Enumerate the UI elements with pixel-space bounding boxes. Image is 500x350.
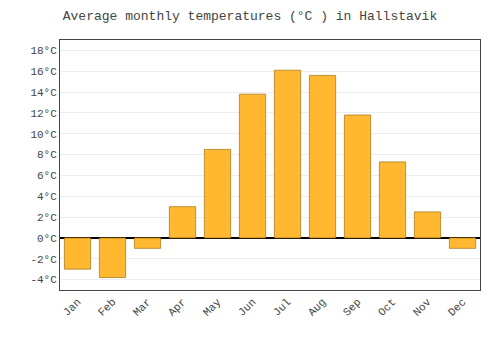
svg-text:Feb: Feb [96, 296, 118, 318]
svg-text:8°C: 8°C [37, 149, 57, 161]
svg-text:Jan: Jan [61, 296, 83, 318]
svg-text:4°C: 4°C [37, 191, 57, 203]
svg-text:14°C: 14°C [30, 87, 57, 99]
svg-text:Aug: Aug [306, 296, 328, 318]
svg-text:Average monthly temperatures (: Average monthly temperatures (°C ) in Ha… [63, 9, 438, 24]
svg-text:12°C: 12°C [30, 108, 57, 120]
svg-text:Mar: Mar [131, 296, 153, 318]
svg-text:6°C: 6°C [37, 170, 57, 182]
svg-text:10°C: 10°C [30, 129, 57, 141]
svg-text:-2°C: -2°C [30, 254, 57, 266]
svg-text:Oct: Oct [376, 296, 398, 318]
svg-text:Jul: Jul [271, 296, 293, 318]
svg-text:2°C: 2°C [37, 212, 57, 224]
svg-text:16°C: 16°C [30, 66, 57, 78]
svg-text:Apr: Apr [166, 296, 188, 318]
svg-text:Nov: Nov [411, 296, 434, 319]
svg-text:18°C: 18°C [30, 45, 57, 57]
svg-text:-4°C: -4°C [30, 274, 57, 286]
svg-text:0°C: 0°C [37, 233, 57, 245]
svg-text:Sep: Sep [341, 296, 363, 318]
svg-text:May: May [201, 296, 224, 319]
svg-text:Dec: Dec [446, 296, 468, 318]
svg-text:Jun: Jun [236, 296, 258, 318]
